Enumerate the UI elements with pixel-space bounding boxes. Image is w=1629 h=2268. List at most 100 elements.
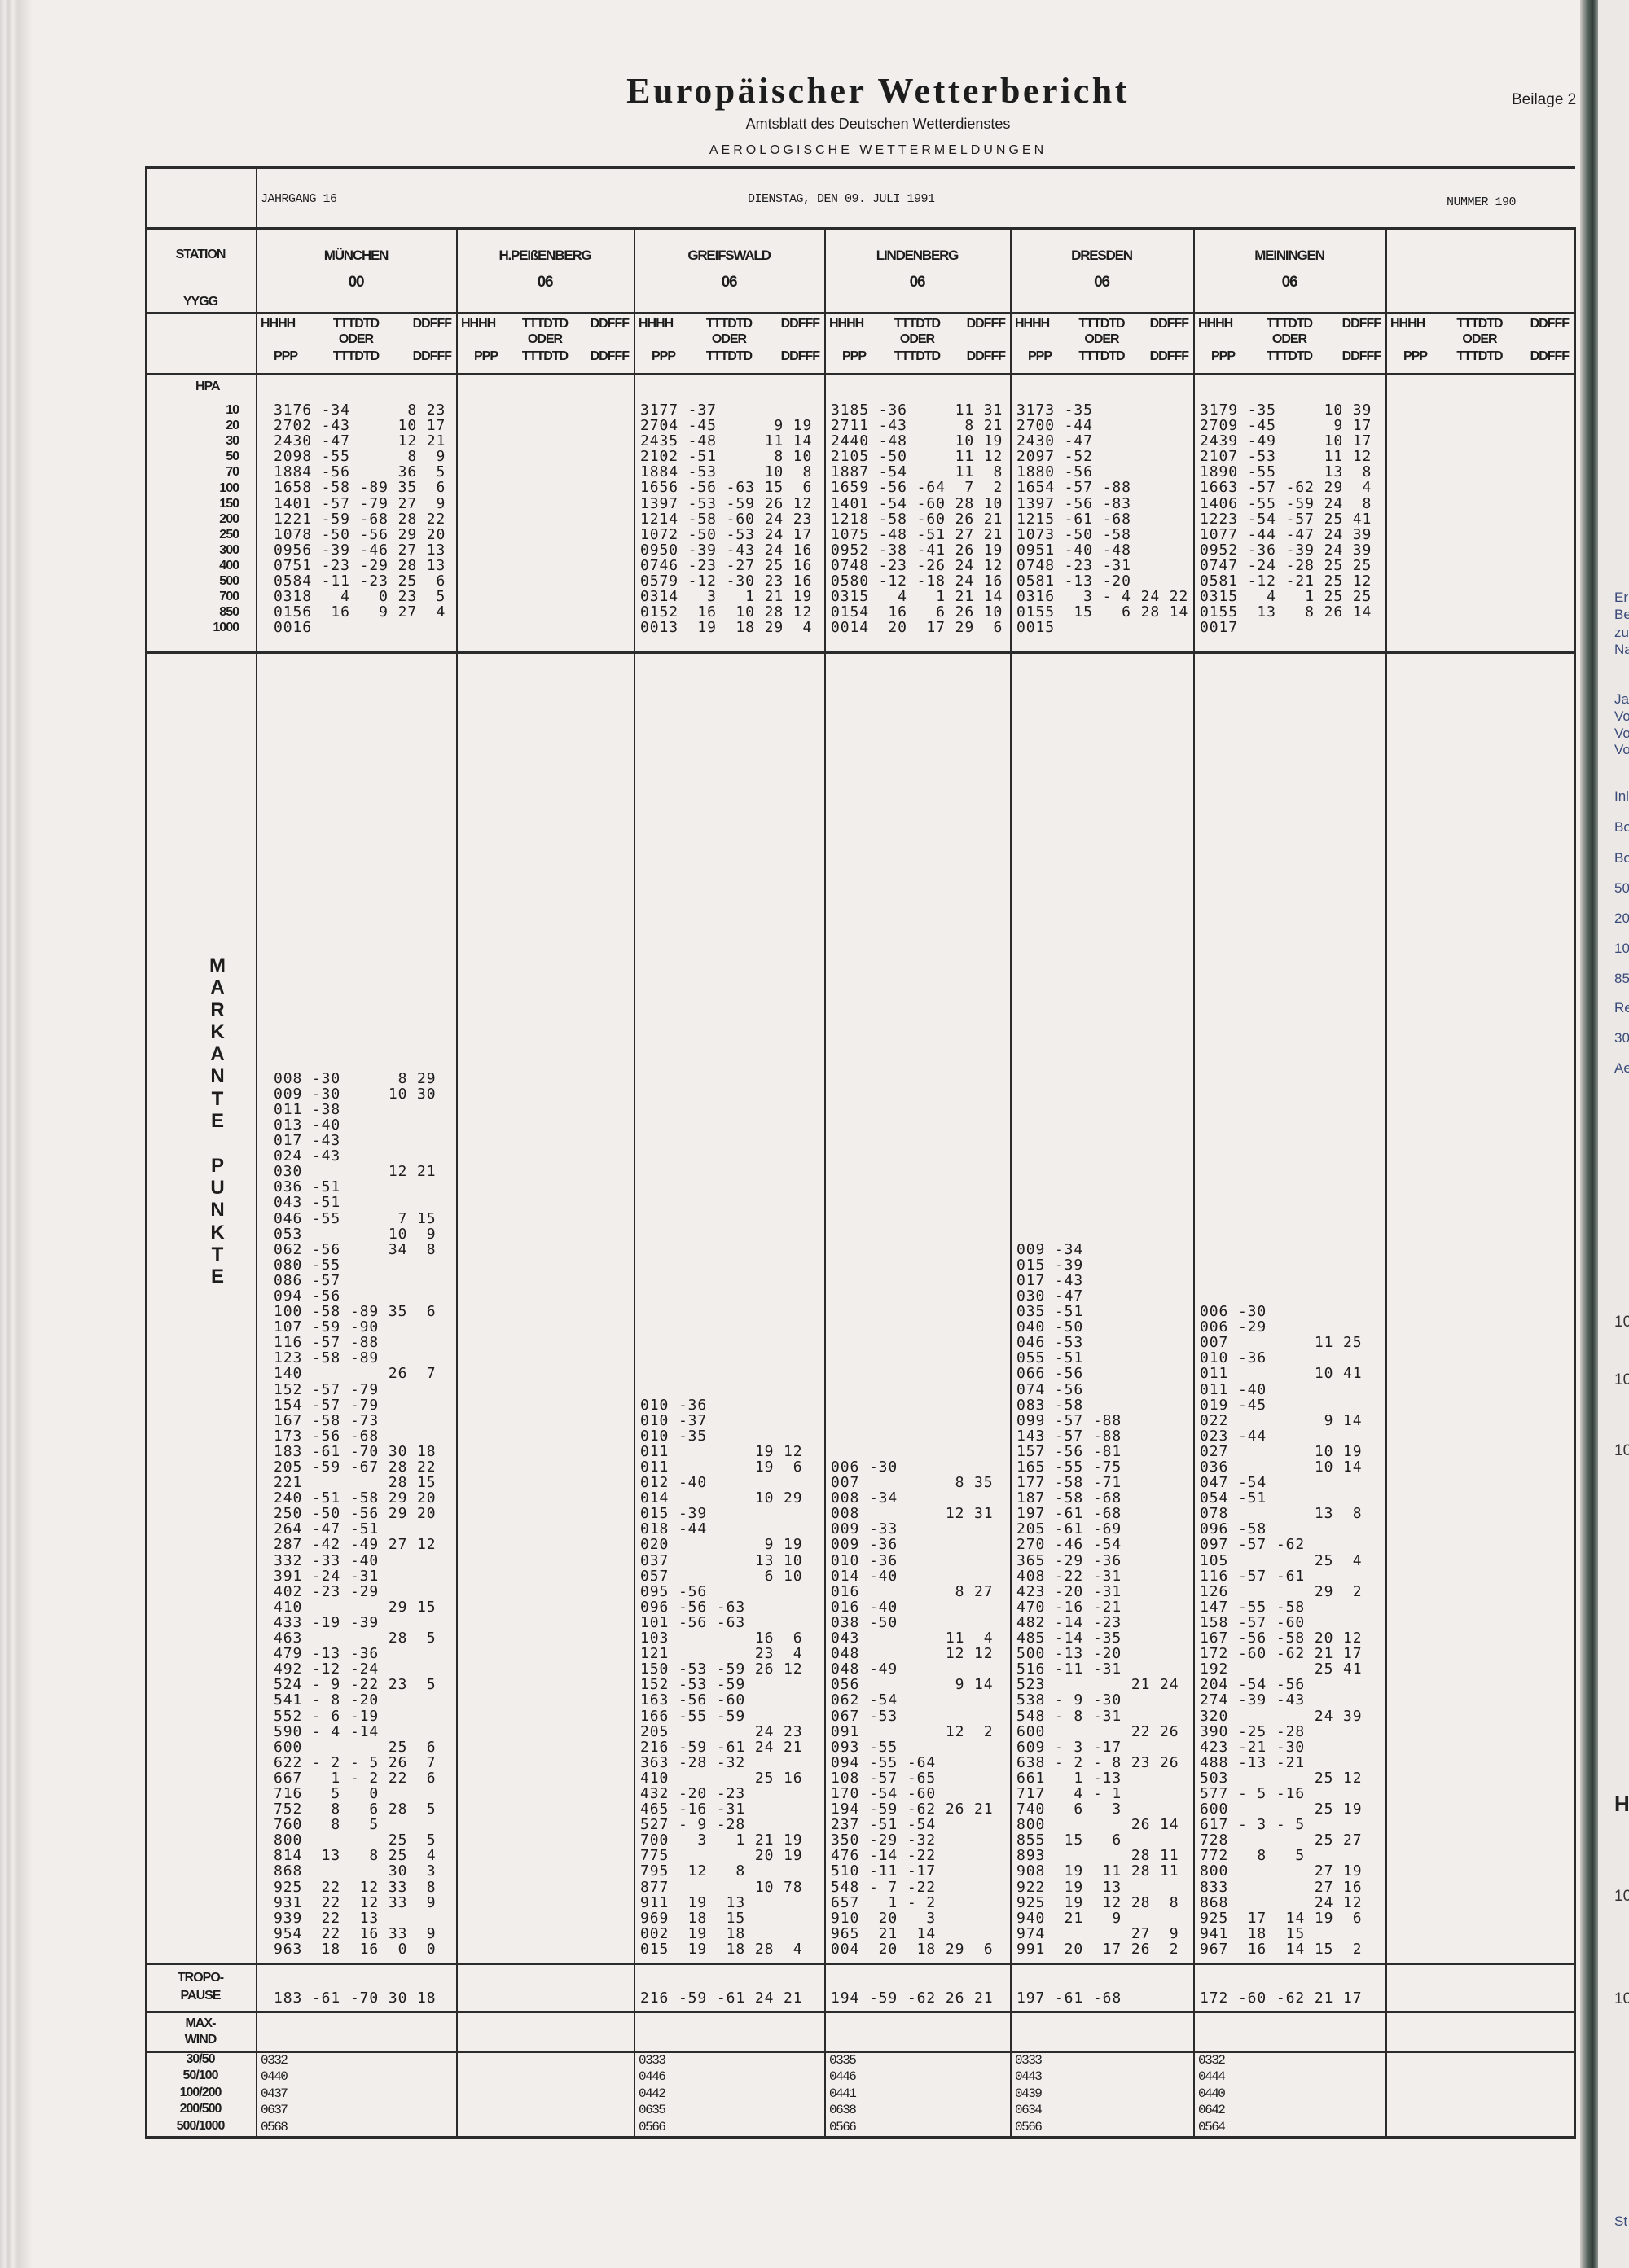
data-row: 108 -57 -65: [831, 1769, 937, 1787]
data-row: 011 19 6: [640, 1459, 803, 1476]
data-row: 2709 -45 9 17: [1200, 417, 1372, 435]
data-row: 423 -21 -30: [1200, 1738, 1306, 1756]
maxwind-value: 0443: [1015, 2069, 1043, 2085]
standard-levels: 3177 -37 2704 -45 9 19 2435 -48 11 14 2102 …: [640, 402, 813, 637]
header-tttdtd: TTTDTD: [894, 317, 941, 331]
data-row: 0013 19 18 29 4: [640, 619, 813, 637]
data-row: 700 3 1 21 19: [640, 1832, 803, 1849]
data-row: 963 18 16 0 0: [274, 1940, 437, 1958]
adjacent-page-fragment: H: [1614, 1792, 1629, 1816]
data-row: 463 28 5: [274, 1630, 437, 1647]
pressure-level: 70: [226, 465, 239, 480]
station-name: GREIFSWALD: [687, 248, 771, 263]
data-row: 240 -51 -58 29 20: [274, 1489, 437, 1507]
data-row: 170 -54 -60: [831, 1784, 937, 1802]
header-ppp: PPP: [1211, 349, 1236, 363]
data-row: 009 -33: [831, 1520, 898, 1538]
data-row: 2430 -47 12 21: [274, 432, 446, 450]
header-ddfff: DDFFF: [966, 317, 1006, 331]
data-row: 524 - 9 -22 23 5: [274, 1676, 437, 1694]
data-row: 023 -44: [1200, 1427, 1267, 1445]
maxwind-value: 0332: [261, 2053, 288, 2068]
adjacent-page-fragment: 850: [1614, 971, 1629, 986]
markante-letter: K: [210, 1020, 225, 1043]
data-row: 488 -13 -21: [1200, 1753, 1306, 1771]
significant-points: 009 -34 015 -39 017 -43 030 -47 035 -51 040 -…: [1016, 1242, 1179, 1957]
divider: [145, 651, 1575, 654]
divider: [145, 2051, 1575, 2053]
hpa-label: HPA: [195, 379, 221, 393]
data-row: 006 -30: [831, 1459, 898, 1476]
data-row: 590 - 4 -14: [274, 1722, 380, 1740]
data-row: 795 12 8: [640, 1862, 746, 1880]
data-row: 043 11 4: [831, 1630, 994, 1647]
header-oder: ODER: [899, 332, 935, 346]
data-row: 600 25 19: [1200, 1801, 1363, 1818]
station-yygg: 06: [537, 274, 554, 291]
data-row: 500 -13 -20: [1016, 1645, 1122, 1663]
data-row: 010 -36: [1200, 1349, 1267, 1367]
data-row: 740 6 3: [1016, 1801, 1122, 1818]
data-row: 183 -61 -70 30 18: [274, 1442, 437, 1460]
markante-letter: [204, 1132, 231, 1154]
data-row: 0156 16 9 27 4: [274, 603, 446, 621]
markante-letter: K: [210, 1221, 225, 1244]
header-tttdtd: TTTDTD: [1078, 317, 1125, 331]
pressure-level: 500: [219, 574, 239, 589]
maxwind-layer-label: 500/1000: [176, 2118, 226, 2133]
data-row: 123 -58 -89: [274, 1349, 380, 1367]
data-row: 192 25 41: [1200, 1660, 1363, 1678]
data-row: 814 13 8 25 4: [274, 1847, 437, 1865]
data-row: 0950 -39 -43 24 16: [640, 541, 813, 559]
maxwind-value: 0333: [1015, 2053, 1043, 2068]
header-tttdtd: TTTDTD: [705, 349, 753, 363]
data-row: 2700 -44: [1016, 417, 1093, 435]
data-row: 800 27 19: [1200, 1862, 1363, 1880]
markante-letter: E: [210, 1110, 224, 1133]
data-row: 015 -39: [1016, 1256, 1084, 1274]
significant-points: 010 -36 010 -37 010 -35 011 19 12 011 19 6 01…: [640, 1397, 803, 1957]
significant-points: 006 -30 007 8 35 008 -34 008 12 31 009 -33 00…: [831, 1459, 994, 1957]
data-row: 1221 -59 -68 28 22: [274, 510, 446, 528]
data-row: 027 10 19: [1200, 1442, 1363, 1460]
data-row: 661 1 -13: [1016, 1769, 1122, 1787]
maxwind-label: MAX- WIND: [145, 2016, 256, 2048]
adjacent-page-fragment: 101: [1614, 1314, 1629, 1331]
adjacent-page-fragment: Inl: [1614, 788, 1629, 804]
data-row: 177 -58 -71: [1016, 1474, 1122, 1492]
adjacent-page-fragment: Er: [1614, 590, 1628, 605]
data-row: 095 -56: [640, 1582, 708, 1600]
data-row: 1406 -55 -59 24 8: [1200, 494, 1372, 512]
header-oder: ODER: [338, 332, 374, 346]
header-tttdtd: TTTDTD: [332, 349, 380, 363]
data-row: 0155 15 6 28 14: [1016, 603, 1189, 621]
adjacent-page-fragment: 102: [1614, 1990, 1629, 2007]
data-row: 609 - 3 -17: [1016, 1738, 1122, 1756]
header-oder: ODER: [1084, 332, 1119, 346]
data-row: 116 -57 -88: [274, 1334, 380, 1352]
data-row: 017 -43: [1016, 1271, 1084, 1289]
header-hhhh: HHHH: [261, 317, 296, 331]
data-row: 941 18 15: [1200, 1924, 1306, 1942]
data-row: 054 -51: [1200, 1489, 1267, 1507]
book-binding: [1580, 0, 1598, 2268]
header-oder: ODER: [1462, 332, 1497, 346]
maxwind-values: 0333 0443 0439 0634 0566: [1015, 2052, 1043, 2135]
data-row: 1397 -53 -59 26 12: [640, 494, 813, 512]
data-row: 173 -56 -68: [274, 1427, 380, 1445]
station-name: LINDENBERG: [876, 248, 959, 263]
tropopause-value: 183 -61 -70 30 18: [274, 1989, 437, 2007]
data-row: 172 -60 -62 21 17: [1200, 1645, 1363, 1663]
standard-levels: 3176 -34 8 23 2702 -43 10 17 2430 -47 12 2…: [274, 402, 446, 636]
data-row: 048 -49: [831, 1660, 898, 1678]
data-row: 205 -59 -67 28 22: [274, 1459, 437, 1476]
markante-letter: E: [210, 1266, 224, 1288]
standard-levels: 3179 -35 10 39 2709 -45 9 17 2439 -49 10 1…: [1200, 402, 1372, 636]
data-row: 030 12 21: [274, 1163, 437, 1181]
markante-letter: U: [210, 1176, 225, 1199]
section-title: AEROLOGISCHE WETTERMELDUNGEN: [709, 143, 1047, 157]
data-row: 667 1 - 2 22 6: [274, 1769, 437, 1787]
maxwind-value: 0635: [639, 2103, 666, 2118]
divider: [145, 312, 1575, 314]
data-row: 014 10 29: [640, 1489, 803, 1507]
